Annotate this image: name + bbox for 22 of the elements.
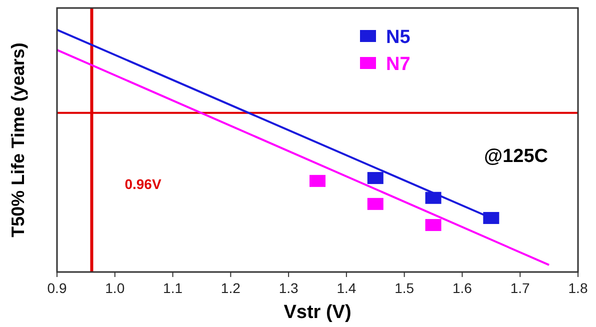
x-tick-label: 1.2 [220, 280, 241, 296]
x-tick-label: 1.0 [105, 280, 125, 296]
y-axis-title: T50% Life Time (years) [8, 42, 28, 238]
x-tick-label: 1.6 [452, 280, 472, 296]
x-tick-label: 0.9 [47, 280, 67, 296]
point [483, 212, 500, 224]
x-tick-label: 1.3 [278, 280, 298, 296]
point [367, 198, 384, 210]
x-tick-label: 1.4 [336, 280, 356, 296]
x-tick-label: 1.5 [394, 280, 414, 296]
x-tick-label: 1.7 [510, 280, 530, 296]
x-axis-title: Vstr (V) [284, 302, 352, 323]
x-tick-label: 1.8 [568, 280, 588, 296]
point [367, 172, 384, 184]
point [310, 174, 326, 187]
ref-line-label: 0.96V [124, 176, 162, 192]
x-tick-label: 1.1 [163, 280, 183, 296]
legend-label: N5 [386, 27, 411, 48]
annotation: @125C [484, 146, 548, 167]
point [425, 219, 442, 232]
point [425, 192, 442, 204]
legend-label: N7 [386, 54, 410, 75]
